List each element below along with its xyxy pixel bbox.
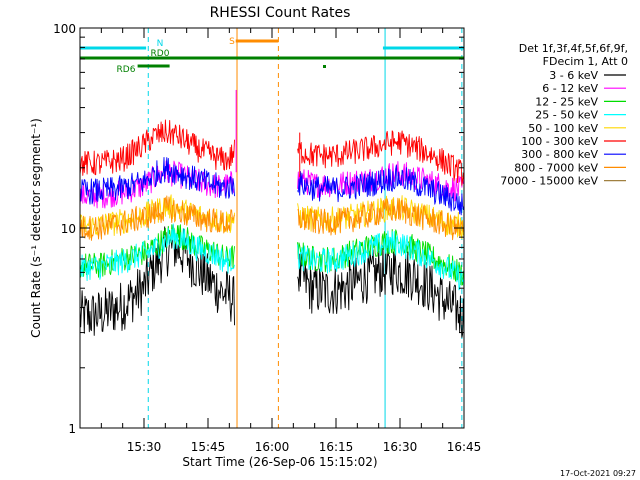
x-tick-label: 16:00 (255, 440, 290, 454)
legend-entry: 3 - 6 keV (549, 69, 598, 82)
x-tick-label: 15:30 (127, 440, 162, 454)
legend-entry: 100 - 300 keV (521, 135, 598, 148)
y-tick-label: 10 (61, 222, 76, 236)
legend-entry: 300 - 800 keV (521, 148, 598, 161)
marker-label: N (157, 39, 164, 49)
y-tick-label: 100 (53, 22, 76, 36)
series-line (79, 195, 465, 241)
x-tick-label: 16:15 (319, 440, 354, 454)
timestamp: 17-Oct-2021 09:27 (560, 469, 636, 478)
marker-label: RD6 (117, 65, 136, 75)
y-axis-label: Count Rate (s⁻¹ detector segment⁻¹) (29, 118, 43, 338)
y-tick-label: 1 (68, 422, 76, 436)
legend-entry: 50 - 100 keV (528, 122, 598, 135)
chart-title: RHESSI Count Rates (210, 5, 351, 21)
rd0-dot (323, 65, 326, 68)
x-axis-ticks: 15:30 15:45 16:00 16:15 16:30 16:45 (79, 28, 482, 454)
series-line (79, 223, 465, 291)
series-line (79, 119, 465, 186)
legend-header: FDecim 1, Att 0 (543, 55, 628, 68)
y-axis-ticks: 1 10 100 (53, 22, 464, 436)
legend-entry: 7000 - 15000 keV (500, 175, 598, 188)
x-tick-label: 15:45 (191, 440, 226, 454)
legend-entry: 6 - 12 keV (542, 82, 598, 95)
series-line (79, 157, 465, 216)
series-line (79, 194, 465, 240)
legend: Det 1f,3f,4f,5f,6f,9f,FDecim 1, Att 03 -… (500, 42, 628, 188)
legend-entry: 25 - 50 keV (535, 109, 598, 122)
x-tick-label: 16:45 (447, 440, 482, 454)
legend-header: Det 1f,3f,4f,5f,6f,9f, (519, 42, 628, 55)
legend-entry: 12 - 25 keV (535, 95, 598, 108)
x-tick-label: 16:30 (383, 440, 418, 454)
series-group (79, 89, 465, 338)
series-line (79, 224, 465, 286)
marker-label: S (229, 37, 235, 47)
marker-label: RD0 (151, 49, 170, 59)
legend-entry: 800 - 7000 keV (514, 161, 598, 174)
x-axis-label: Start Time (26-Sep-06 15:15:02) (182, 455, 377, 469)
series-line (79, 224, 465, 338)
